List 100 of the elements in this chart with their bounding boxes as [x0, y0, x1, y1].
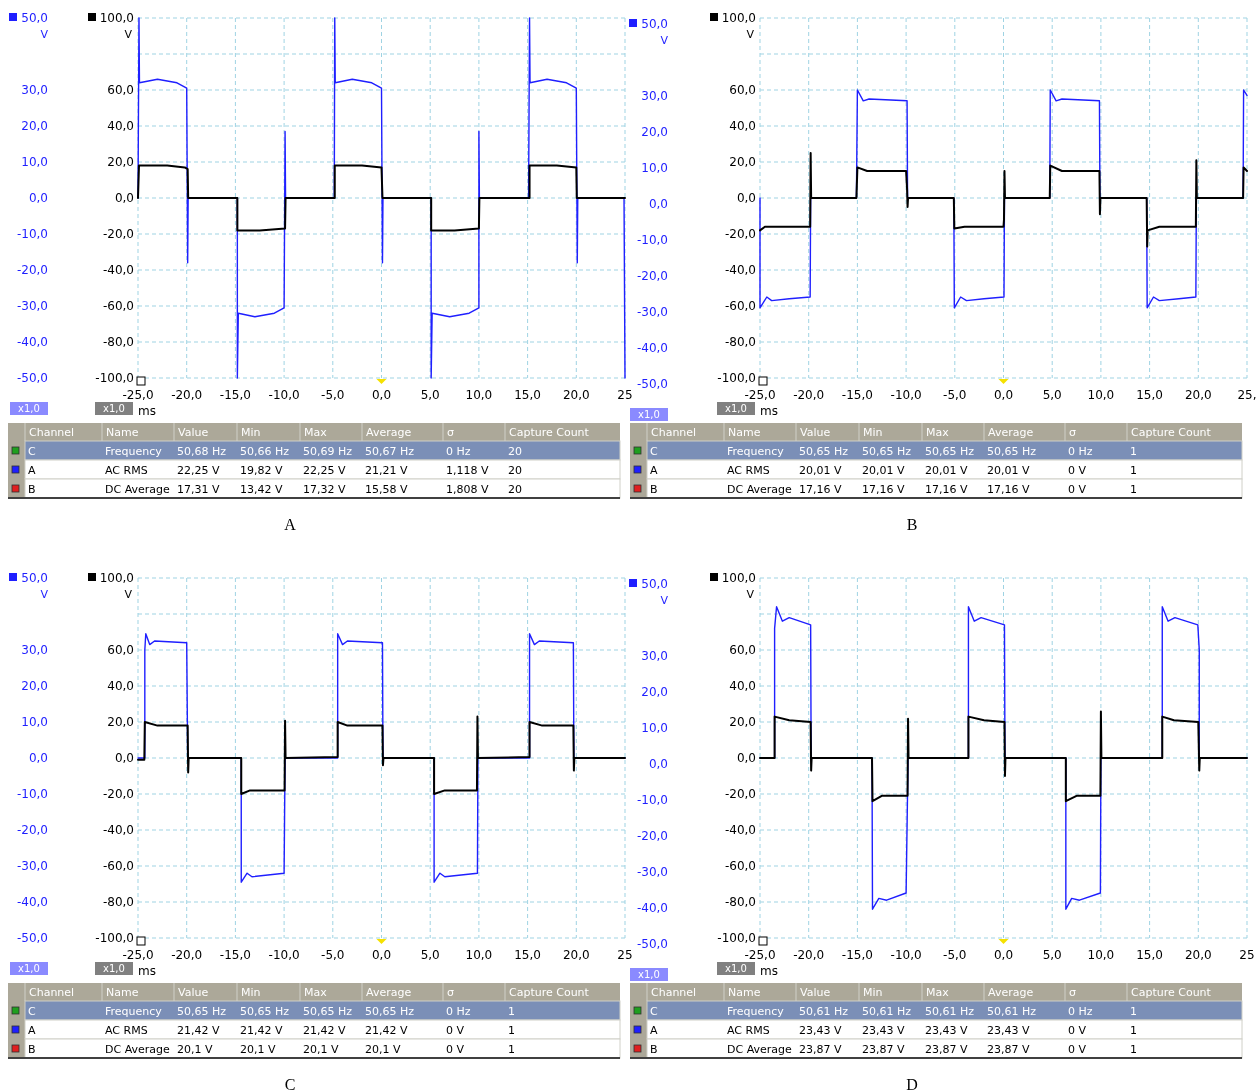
text: 0 V	[1068, 1043, 1087, 1056]
x-tick-label: 25	[617, 388, 633, 402]
text: 50,61 Hz	[925, 1005, 975, 1018]
text: 20,1 V	[303, 1043, 339, 1056]
y2-tick-label: 20,0	[641, 685, 668, 699]
y-tick-label: 50,0	[21, 571, 48, 585]
text: 21,42 V	[365, 1024, 408, 1037]
text: DC Average	[727, 1043, 793, 1056]
category-label: Value	[178, 986, 209, 999]
y3-tick-label: -100,0	[95, 931, 134, 945]
category-label: Name	[106, 986, 139, 999]
text: 50,61 Hz	[987, 1005, 1037, 1018]
x-tick-label: -10,0	[890, 948, 922, 962]
x-tick-label: 15,0	[1136, 948, 1163, 962]
text: 0 Hz	[446, 445, 471, 458]
text: B	[650, 1043, 658, 1056]
category-label: Min	[863, 426, 883, 439]
text: 20,01 V	[987, 464, 1030, 477]
text: 23,43 V	[987, 1024, 1030, 1037]
x-tick-label: 5,0	[1042, 948, 1062, 962]
text: 19,82 V	[240, 464, 283, 477]
x-tick-label: -5,0	[321, 388, 345, 402]
text: DC Average	[105, 1043, 171, 1056]
y-tick-label: 100,0	[721, 571, 756, 585]
text: 0 V	[446, 1024, 465, 1037]
y3-tick-label: 0,0	[114, 751, 134, 765]
y2-tick-label: 50,0	[641, 17, 668, 31]
text: 1	[1130, 1024, 1137, 1037]
x-tick-label: -15,0	[841, 388, 873, 402]
text: 50,65 Hz	[177, 1005, 227, 1018]
x-tick-label: -10,0	[268, 388, 300, 402]
y3-tick-label: -40,0	[102, 823, 134, 837]
text: 50,61 Hz	[799, 1005, 849, 1018]
y3-tick-label: -60,0	[102, 299, 134, 313]
y2-tick-label: -40,0	[636, 901, 668, 915]
y3-tick-label: -80,0	[102, 335, 134, 349]
y-axis-title: V	[746, 28, 755, 41]
y3-tick-label: 20,0	[107, 155, 134, 169]
text: 20,1 V	[365, 1043, 401, 1056]
category-label: Min	[241, 986, 261, 999]
y-tick-label: -100,0	[717, 371, 756, 385]
y2-tick-label: -50,0	[636, 377, 668, 391]
x-tick-label: -5,0	[943, 388, 967, 402]
y-tick-label: 40,0	[729, 119, 756, 133]
text: C	[650, 1005, 658, 1018]
y-tick-label: -80,0	[724, 335, 756, 349]
y3-tick-label: 100,0	[99, 571, 134, 585]
text: C	[284, 1076, 296, 1091]
y2-axis-title: V	[660, 34, 669, 47]
text: B	[28, 483, 36, 496]
y2-tick-label: 10,0	[641, 161, 668, 175]
text: DC Average	[727, 483, 793, 496]
text: 21,42 V	[303, 1024, 346, 1037]
x-tick-label: 10,0	[465, 388, 493, 402]
x-tick-label: 10,0	[1087, 948, 1115, 962]
y-tick-label: 0,0	[736, 751, 756, 765]
text: 50,65 Hz	[799, 445, 849, 458]
y-tick-label: -40,0	[724, 823, 756, 837]
y2-tick-label: 10,0	[641, 721, 668, 735]
text: 50,65 Hz	[303, 1005, 353, 1018]
y2-tick-label: -30,0	[636, 305, 668, 319]
text: C	[650, 445, 658, 458]
category-label: Name	[728, 426, 761, 439]
text: 0 V	[446, 1043, 465, 1056]
text: x1,0	[103, 403, 125, 414]
line-series	[759, 152, 1248, 248]
text: 50,65 Hz	[240, 1005, 290, 1018]
text: 0 V	[1068, 483, 1087, 496]
y-axis-title: V	[40, 28, 49, 41]
text: C	[28, 1005, 36, 1018]
text: 20	[508, 464, 522, 477]
text: 0 Hz	[446, 1005, 471, 1018]
text: Frequency	[727, 445, 785, 458]
text: 13,42 V	[240, 483, 283, 496]
text: Frequency	[105, 1005, 163, 1018]
category-label: Capture Count	[509, 986, 590, 999]
x-tick-label: 5,0	[420, 388, 440, 402]
x-tick-label: -25,0	[744, 388, 776, 402]
y2-tick-label: -20,0	[636, 269, 668, 283]
y2-tick-label: -20,0	[636, 829, 668, 843]
x-tick-label: 15,0	[1136, 388, 1163, 402]
category-label: Value	[800, 426, 831, 439]
text: x1,0	[638, 969, 660, 980]
y-axis-title: V	[746, 588, 755, 601]
y-tick-label: 0,0	[28, 751, 48, 765]
text: 1	[1130, 483, 1137, 496]
text: x1,0	[725, 403, 747, 414]
text: 23,43 V	[862, 1024, 905, 1037]
y-tick-label: -60,0	[724, 299, 756, 313]
text: 20,01 V	[862, 464, 905, 477]
category-label: Value	[178, 426, 209, 439]
y-tick-label: 60,0	[729, 643, 756, 657]
category-label: Average	[366, 986, 412, 999]
text: B	[28, 1043, 36, 1056]
text: 23,87 V	[925, 1043, 968, 1056]
y2-tick-label: -10,0	[636, 233, 668, 247]
text: Frequency	[105, 445, 163, 458]
y-tick-label: 10,0	[21, 715, 48, 729]
category-label: Channel	[29, 426, 75, 439]
y2-axis-title: V	[660, 594, 669, 607]
